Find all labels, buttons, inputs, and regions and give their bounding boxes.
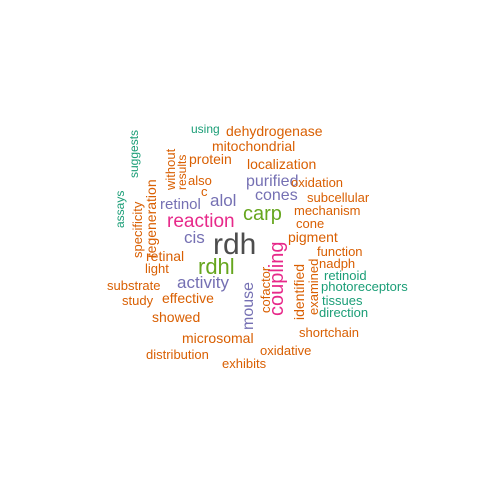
word-also: also — [188, 173, 212, 188]
word-photoreceptors: photoreceptors — [321, 279, 408, 294]
word-purified: purified — [246, 173, 298, 190]
word-study: study — [122, 293, 154, 308]
word-carp: carp — [243, 203, 282, 225]
word-oxidative: oxidative — [260, 343, 311, 358]
word-substrate: substrate — [107, 278, 160, 293]
word-c: c — [201, 184, 208, 199]
word-reaction: reaction — [167, 211, 235, 232]
word-oxidation: oxidation — [291, 175, 343, 190]
word-shortchain: shortchain — [299, 325, 359, 340]
word-mouse: mouse — [240, 282, 257, 330]
word-subcellular: subcellular — [307, 190, 370, 205]
word-using: using — [191, 122, 220, 136]
word-rdh: rdh — [213, 228, 256, 261]
word-cofactor: cofactor — [258, 266, 273, 313]
word-light: light — [145, 261, 169, 276]
word-regeneration: regeneration — [143, 179, 159, 258]
word-nadph: nadph — [319, 256, 355, 271]
word-alol: alol — [210, 191, 236, 210]
word-exhibits: exhibits — [222, 356, 267, 371]
word-retinal: retinal — [146, 248, 184, 264]
word-pigment: pigment — [288, 229, 338, 245]
word-without: without — [163, 148, 178, 191]
word-retinoid: retinoid — [324, 268, 367, 283]
word-dehydrogenase: dehydrogenase — [226, 123, 323, 139]
word-identified: identified — [291, 264, 307, 320]
word-rdhl: rdhl — [198, 254, 235, 279]
word-direction: direction — [319, 305, 368, 320]
word-tissues: tissues — [322, 293, 363, 308]
word-microsomal: microsomal — [182, 330, 254, 346]
word-assays: assays — [113, 191, 127, 228]
word-cone: cone — [296, 216, 324, 231]
word-results: results — [175, 155, 189, 190]
word-specificity: specificity — [130, 201, 145, 258]
word-showed: showed — [152, 309, 200, 325]
word-effective: effective — [162, 290, 214, 306]
word-distribution: distribution — [146, 347, 209, 362]
word-mitochondrial: mitochondrial — [212, 138, 295, 154]
word-mechanism: mechanism — [294, 203, 360, 218]
word-cis: cis — [184, 228, 205, 247]
word-localization: localization — [247, 156, 316, 172]
word-cones: cones — [255, 187, 298, 204]
word-examined: examined — [306, 259, 321, 315]
word-retinol: retinol — [160, 196, 201, 213]
word-coupling: coupling — [266, 241, 288, 316]
word-protein: protein — [189, 151, 232, 167]
word-function: function — [317, 244, 363, 259]
word-activity: activity — [177, 273, 229, 292]
word-suggests: suggests — [127, 130, 141, 178]
